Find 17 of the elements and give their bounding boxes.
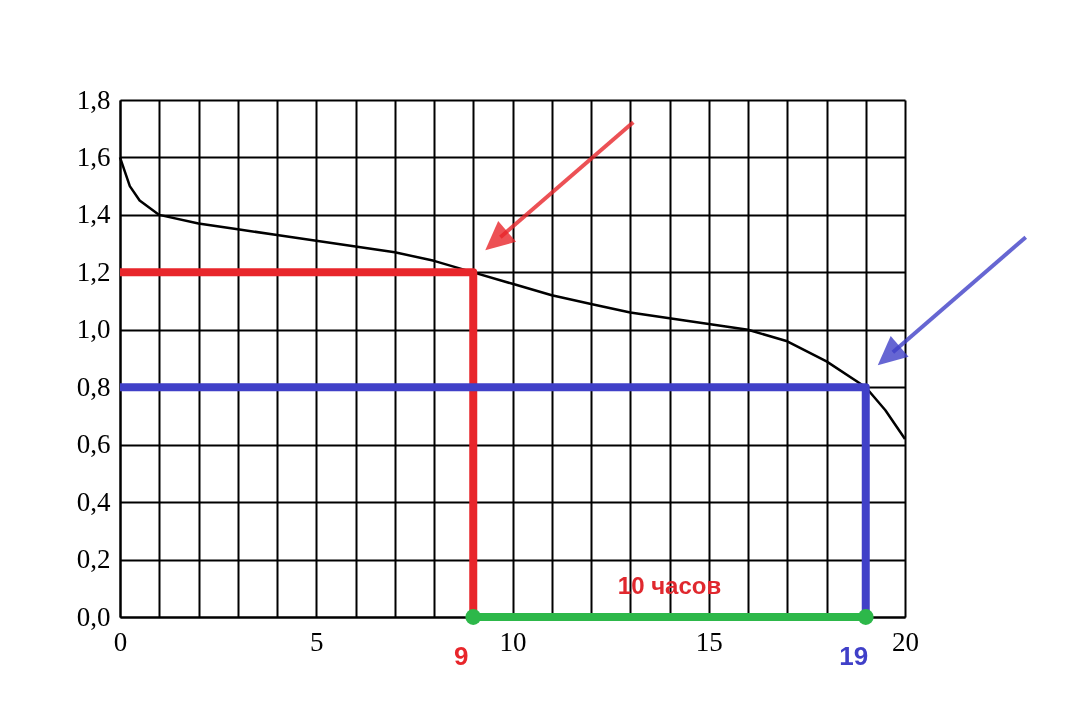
y-tick-label: 0,4 [76,486,111,517]
y-tick-label: 1,0 [76,314,111,345]
y-tick-label: 1,8 [76,84,111,115]
y-tick-label: 0,6 [76,429,111,460]
y-tick-label: 1,2 [76,256,111,287]
x-tick-label: 0 [113,626,128,657]
x-tick-label: 5 [310,626,324,657]
y-tick-label: 0,8 [76,371,111,402]
annotation: 19 [839,641,869,671]
y-tick-label: 1,4 [76,199,111,230]
y-tick-label: 0,0 [76,601,111,632]
y-tick-label: 1,6 [76,141,111,172]
annotation: 9 [454,641,469,671]
x-tick-label: 10 [499,626,527,657]
x-tick-label: 15 [695,626,723,657]
y-tick-label: 0,2 [76,544,111,575]
x-tick-label: 20 [892,626,919,657]
